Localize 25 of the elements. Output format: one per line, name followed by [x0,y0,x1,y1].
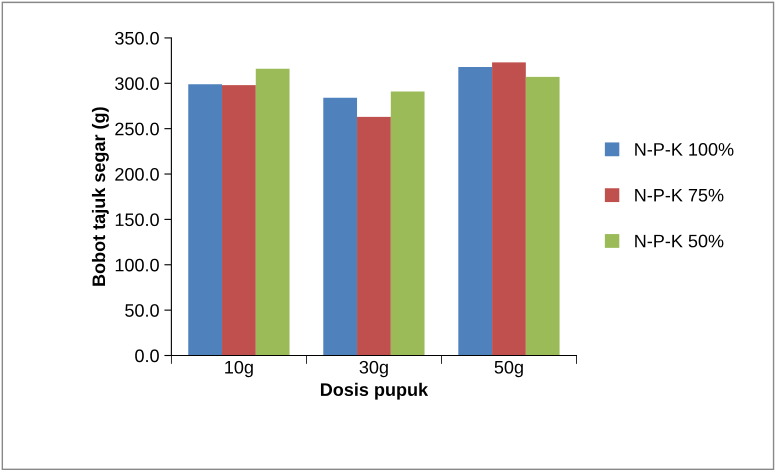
x-tick-label: 50g [494,360,523,378]
bar [323,98,358,356]
y-tick-label: 200.0 [115,168,159,181]
legend-label: N-P-K 100% [635,143,734,156]
bar [390,91,425,356]
bar [357,116,391,356]
x-axis-title: Dosis pupuk [320,382,428,400]
y-tick-label: 250.0 [115,122,159,136]
legend-label: N-P-K 75% [635,188,724,202]
bar [188,84,222,356]
y-tick-label: 150.0 [116,213,159,226]
bar [256,68,290,356]
y-tick-label: 50.0 [125,304,159,317]
y-tick-label: 300.0 [115,77,159,90]
y-tick-label: 350.0 [115,32,159,45]
x-tick-label: 10g [225,360,253,378]
bar [458,66,492,356]
x-tick-label: 30g [360,360,388,378]
bar [492,62,526,356]
bar [222,85,256,356]
legend-label: N-P-K 50% [635,234,724,248]
y-tick-label: 100.0 [116,258,159,272]
bar [526,76,560,356]
y-tick-label: 0.0 [135,349,159,362]
y-axis-title: Bobot tajuk segar (g) [92,107,109,286]
